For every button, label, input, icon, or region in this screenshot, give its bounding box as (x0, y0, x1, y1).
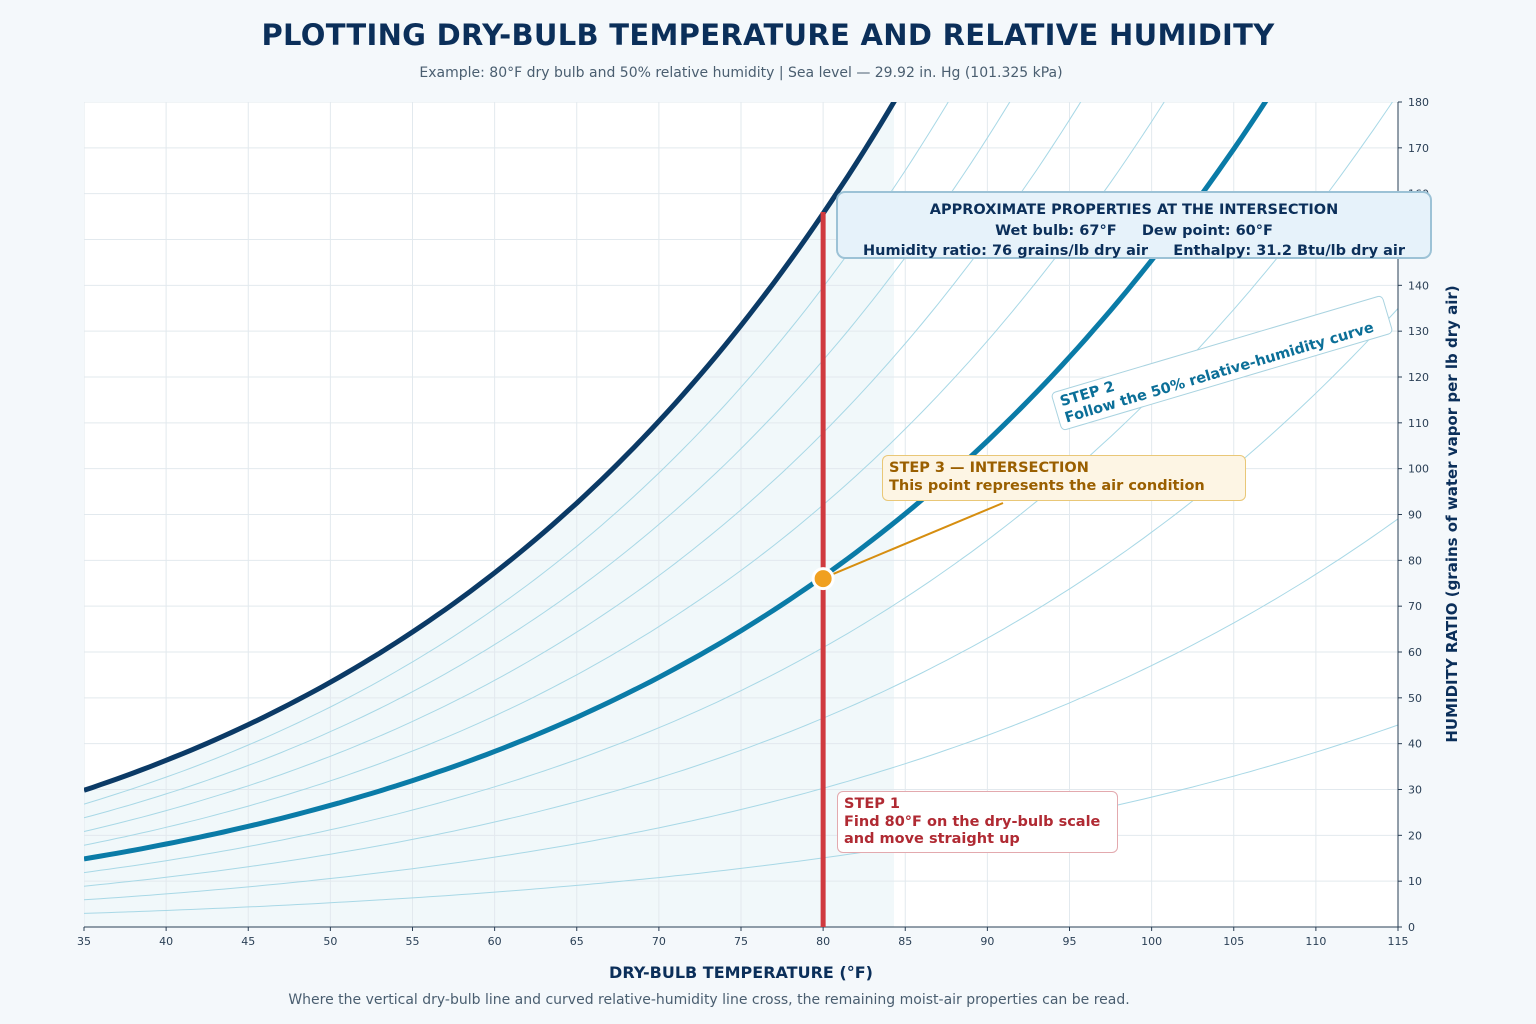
x-tick-label: 40 (159, 935, 173, 948)
y-tick-label: 20 (1408, 829, 1422, 842)
x-tick-label: 60 (488, 935, 502, 948)
chart-title: PLOTTING DRY-BULB TEMPERATURE AND RELATI… (261, 18, 1275, 52)
x-tick-label: 105 (1223, 935, 1244, 948)
properties-line-1: Wet bulb: 67°F Dew point: 60°F (995, 222, 1273, 239)
x-tick-label: 115 (1388, 935, 1409, 948)
y-tick-label: 80 (1408, 554, 1422, 567)
x-tick-label: 80 (816, 935, 830, 948)
properties-heading: APPROXIMATE PROPERTIES AT THE INTERSECTI… (929, 202, 1339, 218)
y-tick-label: 110 (1408, 417, 1429, 430)
x-tick-label: 75 (734, 935, 748, 948)
step1-text-2: and move straight up (844, 831, 1020, 847)
rh-curve-10 (84, 724, 1398, 914)
step1-title: STEP 1 (844, 796, 901, 812)
saturated-zone-shade (84, 102, 894, 927)
x-tick-label: 50 (323, 935, 337, 948)
x-tick-label: 45 (241, 935, 255, 948)
y-tick-label: 0 (1408, 921, 1415, 934)
y-tick-label: 70 (1408, 600, 1422, 613)
x-tick-label: 70 (652, 935, 666, 948)
step3-leader-line (828, 502, 1004, 577)
footnote: Where the vertical dry-bulb line and cur… (288, 992, 1130, 1008)
rh-curve-20 (84, 518, 1398, 901)
y-tick-label: 40 (1408, 738, 1422, 751)
rh-curve-30 (84, 308, 1398, 887)
x-tick-label: 35 (77, 935, 91, 948)
y-tick-label: 140 (1408, 279, 1429, 292)
y-tick-label: 180 (1408, 96, 1429, 109)
y-tick-label: 120 (1408, 371, 1429, 384)
step3-text: This point represents the air condition (889, 477, 1205, 494)
y-tick-label: 10 (1408, 875, 1422, 888)
x-axis-label: DRY-BULB TEMPERATURE (°F) (609, 963, 873, 982)
properties-line-2: Humidity ratio: 76 grains/lb dry air Ent… (863, 243, 1405, 259)
chart-subtitle: Example: 80°F dry bulb and 50% relative … (419, 65, 1063, 81)
y-tick-label: 170 (1408, 142, 1429, 155)
x-tick-label: 55 (406, 935, 420, 948)
x-tick-label: 65 (570, 935, 584, 948)
saturation-curve (84, 102, 897, 793)
y-tick-label: 50 (1408, 692, 1422, 705)
properties-callout: APPROXIMATE PROPERTIES AT THE INTERSECTI… (836, 191, 1432, 259)
x-tick-label: 100 (1141, 935, 1162, 948)
step1-callout: STEP 1 Find 80°F on the dry-bulb scale a… (837, 791, 1118, 853)
x-tick-label: 90 (980, 935, 994, 948)
y-tick-label: 100 (1408, 463, 1429, 476)
y-tick-label: 60 (1408, 646, 1422, 659)
x-tick-label: 110 (1305, 935, 1326, 948)
y-tick-label: 30 (1408, 784, 1422, 797)
x-tick-label: 95 (1063, 935, 1077, 948)
y-tick-label: 90 (1408, 509, 1422, 522)
y-tick-label: 130 (1408, 325, 1429, 338)
step1-text-1: Find 80°F on the dry-bulb scale (844, 813, 1101, 830)
y-axis-label: HUMIDITY RATIO (grains of water vapor pe… (1443, 285, 1461, 743)
step3-title: STEP 3 — INTERSECTION (889, 460, 1089, 476)
x-tick-label: 85 (898, 935, 912, 948)
intersection-point (811, 567, 835, 591)
step3-callout: STEP 3 — INTERSECTION This point represe… (882, 455, 1246, 501)
plot-layer (84, 102, 1398, 927)
